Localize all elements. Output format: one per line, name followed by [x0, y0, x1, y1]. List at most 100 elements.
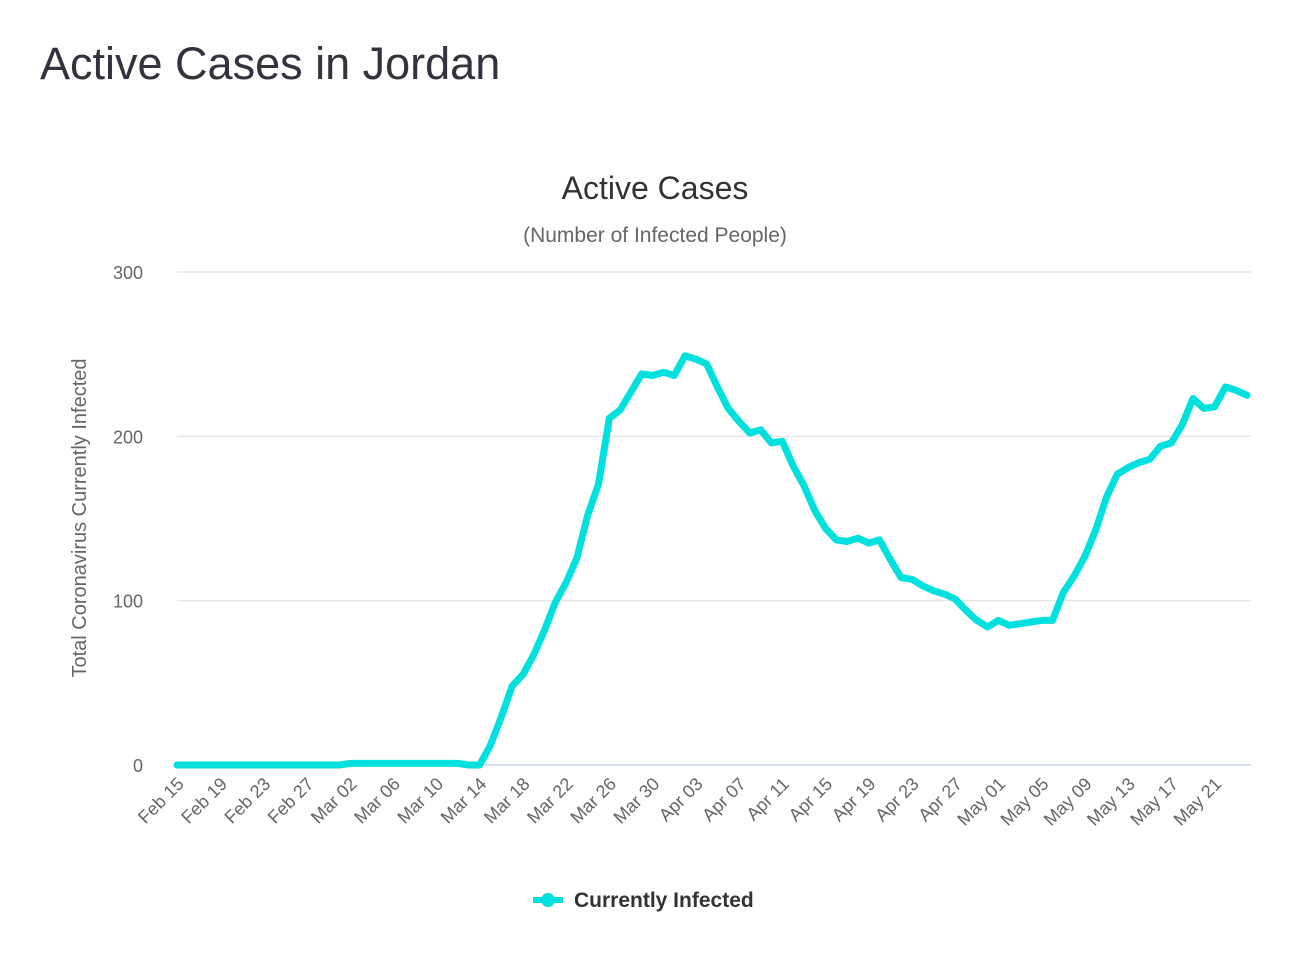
- data-point[interactable]: [1006, 622, 1012, 628]
- data-point[interactable]: [833, 537, 839, 543]
- data-point[interactable]: [995, 617, 1001, 623]
- data-point[interactable]: [974, 617, 980, 623]
- data-point[interactable]: [304, 762, 310, 768]
- data-point[interactable]: [1147, 456, 1153, 462]
- data-point[interactable]: [1233, 387, 1239, 393]
- data-point[interactable]: [466, 762, 472, 768]
- data-point[interactable]: [596, 481, 602, 487]
- data-point[interactable]: [898, 575, 904, 581]
- data-point[interactable]: [812, 507, 818, 513]
- data-point[interactable]: [790, 463, 796, 469]
- data-point[interactable]: [920, 583, 926, 589]
- data-point[interactable]: [369, 760, 375, 766]
- legend-item-currently-infected[interactable]: Currently Infected: [533, 889, 754, 912]
- data-point[interactable]: [736, 419, 742, 425]
- data-point[interactable]: [617, 407, 623, 413]
- data-point[interactable]: [671, 373, 677, 379]
- data-point[interactable]: [1212, 404, 1218, 410]
- data-point[interactable]: [1093, 527, 1099, 533]
- data-point[interactable]: [822, 525, 828, 531]
- data-point[interactable]: [628, 389, 634, 395]
- data-point[interactable]: [725, 405, 731, 411]
- data-point[interactable]: [250, 762, 256, 768]
- data-point[interactable]: [1028, 619, 1034, 625]
- data-point[interactable]: [1071, 573, 1077, 579]
- data-point[interactable]: [1222, 384, 1228, 390]
- data-point[interactable]: [498, 714, 504, 720]
- data-point[interactable]: [909, 576, 915, 582]
- data-point[interactable]: [206, 762, 212, 768]
- data-point[interactable]: [228, 762, 234, 768]
- data-point[interactable]: [1103, 494, 1109, 500]
- data-point[interactable]: [855, 535, 861, 541]
- data-point[interactable]: [682, 353, 688, 359]
- data-point[interactable]: [1136, 460, 1142, 466]
- data-point[interactable]: [563, 580, 569, 586]
- data-point[interactable]: [877, 537, 883, 543]
- data-point[interactable]: [887, 557, 893, 563]
- data-point[interactable]: [239, 762, 245, 768]
- data-point[interactable]: [477, 762, 483, 768]
- data-point[interactable]: [714, 384, 720, 390]
- data-point[interactable]: [1082, 553, 1088, 559]
- data-point[interactable]: [412, 760, 418, 766]
- data-point[interactable]: [1039, 617, 1045, 623]
- data-point[interactable]: [1049, 617, 1055, 623]
- data-point[interactable]: [1244, 392, 1250, 398]
- data-point[interactable]: [315, 762, 321, 768]
- data-point[interactable]: [801, 483, 807, 489]
- data-point[interactable]: [1060, 589, 1066, 595]
- data-point[interactable]: [963, 608, 969, 614]
- data-point[interactable]: [758, 427, 764, 433]
- data-point[interactable]: [520, 672, 526, 678]
- data-point[interactable]: [444, 760, 450, 766]
- data-point[interactable]: [1158, 443, 1164, 449]
- data-point[interactable]: [325, 762, 331, 768]
- data-point[interactable]: [552, 599, 558, 605]
- data-point[interactable]: [1179, 422, 1185, 428]
- data-point[interactable]: [433, 760, 439, 766]
- data-point[interactable]: [650, 373, 656, 379]
- data-point[interactable]: [941, 591, 947, 597]
- data-point[interactable]: [293, 762, 299, 768]
- data-point[interactable]: [606, 415, 612, 421]
- data-point[interactable]: [185, 762, 191, 768]
- data-point[interactable]: [531, 652, 537, 658]
- data-point[interactable]: [704, 361, 710, 367]
- data-point[interactable]: [747, 430, 753, 436]
- data-point[interactable]: [487, 742, 493, 748]
- data-point[interactable]: [196, 762, 202, 768]
- data-point[interactable]: [952, 596, 958, 602]
- data-point[interactable]: [1190, 396, 1196, 402]
- data-point[interactable]: [1168, 440, 1174, 446]
- data-point[interactable]: [217, 762, 223, 768]
- data-point[interactable]: [1125, 465, 1131, 471]
- data-point[interactable]: [1114, 471, 1120, 477]
- data-point[interactable]: [693, 356, 699, 362]
- data-point[interactable]: [985, 624, 991, 630]
- data-point[interactable]: [336, 762, 342, 768]
- data-point[interactable]: [390, 760, 396, 766]
- data-point[interactable]: [379, 760, 385, 766]
- data-point[interactable]: [866, 540, 872, 546]
- data-point[interactable]: [574, 555, 580, 561]
- data-point[interactable]: [768, 440, 774, 446]
- data-point[interactable]: [844, 539, 850, 545]
- data-point[interactable]: [509, 683, 515, 689]
- data-point[interactable]: [174, 762, 180, 768]
- data-point[interactable]: [585, 512, 591, 518]
- data-point[interactable]: [358, 760, 364, 766]
- data-point[interactable]: [1017, 621, 1023, 627]
- data-point[interactable]: [931, 588, 937, 594]
- data-point[interactable]: [271, 762, 277, 768]
- data-point[interactable]: [779, 438, 785, 444]
- data-point[interactable]: [347, 760, 353, 766]
- data-point[interactable]: [1201, 405, 1207, 411]
- data-point[interactable]: [660, 369, 666, 375]
- data-point[interactable]: [401, 760, 407, 766]
- data-point[interactable]: [541, 627, 547, 633]
- data-point[interactable]: [282, 762, 288, 768]
- data-point[interactable]: [423, 760, 429, 766]
- data-point[interactable]: [639, 371, 645, 377]
- data-point[interactable]: [260, 762, 266, 768]
